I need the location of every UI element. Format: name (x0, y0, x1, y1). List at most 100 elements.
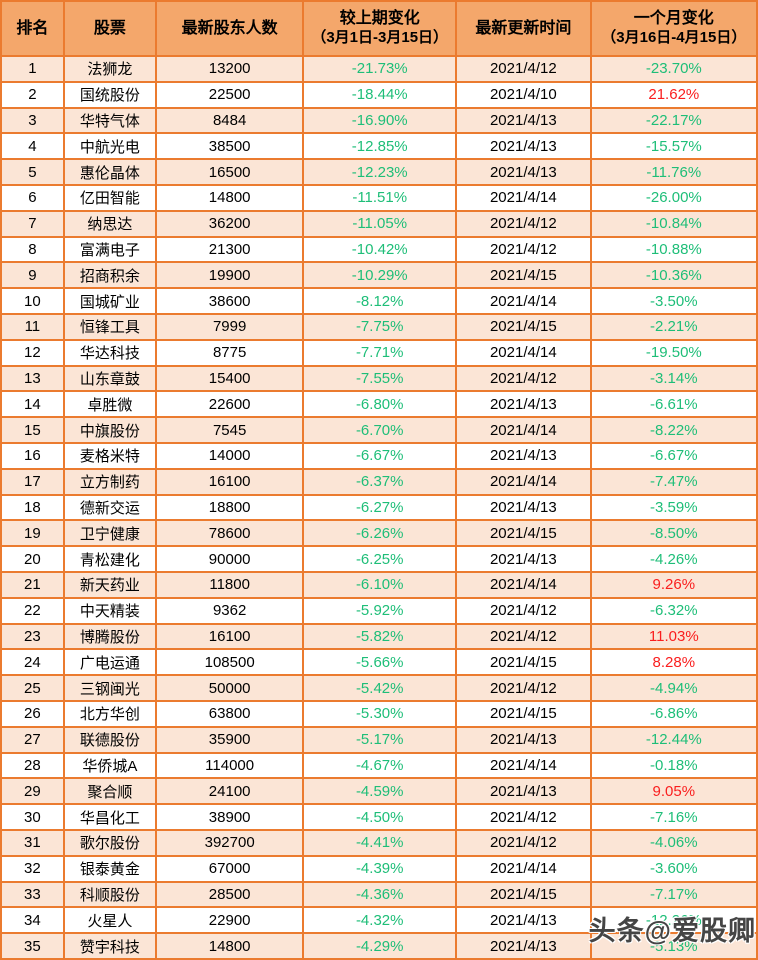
month-change-cell: -7.17% (589, 880, 758, 909)
month-change-cell: -3.60% (589, 854, 758, 883)
update-date-cell: 2021/4/13 (455, 725, 592, 754)
stock-name-cell: 立方制药 (62, 467, 157, 496)
period-change-cell: -6.70% (302, 416, 458, 444)
period-change-cell: -4.41% (302, 828, 458, 857)
holder-count-cell: 13200 (154, 55, 305, 83)
period-change-cell: -6.25% (302, 545, 458, 573)
stock-name-cell: 火星人 (62, 906, 157, 935)
month-change-cell: -4.26% (589, 545, 758, 573)
table-row: 19 卫宁健康 78600 -6.26% 2021/4/15 -8.50% (0, 519, 758, 548)
holder-count-cell: 28500 (154, 880, 305, 909)
update-date-cell: 2021/4/15 (455, 880, 592, 909)
period-change-cell: -11.05% (302, 209, 458, 238)
month-change-cell: -10.36% (589, 261, 758, 290)
month-change-cell: -5.13% (589, 932, 758, 960)
month-change-cell: -26.00% (589, 183, 758, 212)
month-change-cell: -4.94% (589, 674, 758, 702)
holder-count-cell: 22900 (154, 906, 305, 935)
holder-count-cell: 90000 (154, 545, 305, 573)
month-change-cell: 9.26% (589, 570, 758, 599)
table-row: 33 科顺股份 28500 -4.36% 2021/4/15 -7.17% (0, 880, 758, 909)
table-row: 26 北方华创 63800 -5.30% 2021/4/15 -6.86% (0, 699, 758, 728)
table-row: 34 火星人 22900 -4.32% 2021/4/13 -12.26% (0, 906, 758, 935)
rank-cell: 30 (0, 803, 65, 831)
rank-cell: 13 (0, 364, 65, 393)
stock-name-cell: 聚合顺 (62, 777, 157, 806)
stock-name-cell: 卫宁健康 (62, 519, 157, 548)
stock-name-cell: 新天药业 (62, 570, 157, 599)
period-change-cell: -5.66% (302, 648, 458, 677)
rank-cell: 12 (0, 338, 65, 367)
month-change-cell: -12.26% (589, 906, 758, 935)
period-change-cell: -10.29% (302, 261, 458, 290)
period-change-cell: -4.50% (302, 803, 458, 831)
table-row: 25 三钢闽光 50000 -5.42% 2021/4/12 -4.94% (0, 674, 758, 702)
period-change-cell: -4.29% (302, 932, 458, 960)
table-body: 1 法狮龙 13200 -21.73% 2021/4/12 -23.70% 2 国统股份 225… (0, 55, 758, 960)
period-change-cell: -5.42% (302, 674, 458, 702)
rank-cell: 19 (0, 519, 65, 548)
stock-name-cell: 青松建化 (62, 545, 157, 573)
stock-name-cell: 赞宇科技 (62, 932, 157, 960)
table-row: 35 赞宇科技 14800 -4.29% 2021/4/13 -5.13% (0, 932, 758, 960)
update-date-cell: 2021/4/12 (455, 674, 592, 702)
month-change-cell: -10.88% (589, 235, 758, 264)
month-change-cell: -6.67% (589, 441, 758, 470)
stock-name-cell: 联德股份 (62, 725, 157, 754)
stock-name-cell: 纳思达 (62, 209, 157, 238)
period-change-cell: -7.71% (302, 338, 458, 367)
period-change-cell: -4.59% (302, 777, 458, 806)
period-change-cell: -10.42% (302, 235, 458, 264)
col-header-holder-count: 最新股东人数 (154, 0, 305, 57)
stock-name-cell: 三钢闽光 (62, 674, 157, 702)
col-header-period-change: 较上期变化 （3月1日-3月15日） (302, 0, 458, 57)
period-change-cell: -12.85% (302, 132, 458, 161)
update-date-cell: 2021/4/15 (455, 648, 592, 677)
holder-count-cell: 114000 (154, 751, 305, 780)
holder-count-cell: 8775 (154, 338, 305, 367)
table-row: 31 歌尔股份 392700 -4.41% 2021/4/12 -4.06% (0, 828, 758, 857)
period-change-cell: -5.92% (302, 596, 458, 625)
stock-name-cell: 卓胜微 (62, 390, 157, 419)
rank-cell: 29 (0, 777, 65, 806)
month-change-cell: -12.44% (589, 725, 758, 754)
holder-count-cell: 14800 (154, 932, 305, 960)
table-row: 3 华特气体 8484 -16.90% 2021/4/13 -22.17% (0, 106, 758, 135)
rank-cell: 18 (0, 493, 65, 522)
holder-count-cell: 16100 (154, 622, 305, 651)
holder-count-cell: 9362 (154, 596, 305, 625)
period-change-cell: -7.75% (302, 312, 458, 341)
holder-count-cell: 21300 (154, 235, 305, 264)
update-date-cell: 2021/4/13 (455, 493, 592, 522)
watermark: 头条@爱股卿 (588, 916, 756, 946)
update-date-cell: 2021/4/15 (455, 519, 592, 548)
update-date-cell: 2021/4/12 (455, 803, 592, 831)
rank-cell: 24 (0, 648, 65, 677)
rank-cell: 8 (0, 235, 65, 264)
table-row: 10 国城矿业 38600 -8.12% 2021/4/14 -3.50% (0, 287, 758, 315)
month-change-cell: -8.50% (589, 519, 758, 548)
update-date-cell: 2021/4/12 (455, 622, 592, 651)
period-change-cell: -6.10% (302, 570, 458, 599)
rank-cell: 31 (0, 828, 65, 857)
update-date-cell: 2021/4/15 (455, 261, 592, 290)
holder-count-cell: 19900 (154, 261, 305, 290)
rank-cell: 22 (0, 596, 65, 625)
holder-count-cell: 63800 (154, 699, 305, 728)
rank-cell: 34 (0, 906, 65, 935)
holder-count-cell: 36200 (154, 209, 305, 238)
update-date-cell: 2021/4/12 (455, 828, 592, 857)
month-change-cell: -7.16% (589, 803, 758, 831)
stock-name-cell: 中航光电 (62, 132, 157, 161)
month-change-cell: -15.57% (589, 132, 758, 161)
month-change-cell: -6.61% (589, 390, 758, 419)
month-change-cell: 8.28% (589, 648, 758, 677)
holder-count-cell: 15400 (154, 364, 305, 393)
stock-name-cell: 博腾股份 (62, 622, 157, 651)
rank-cell: 23 (0, 622, 65, 651)
month-change-cell: -3.59% (589, 493, 758, 522)
update-date-cell: 2021/4/15 (455, 699, 592, 728)
holder-count-cell: 7545 (154, 416, 305, 444)
